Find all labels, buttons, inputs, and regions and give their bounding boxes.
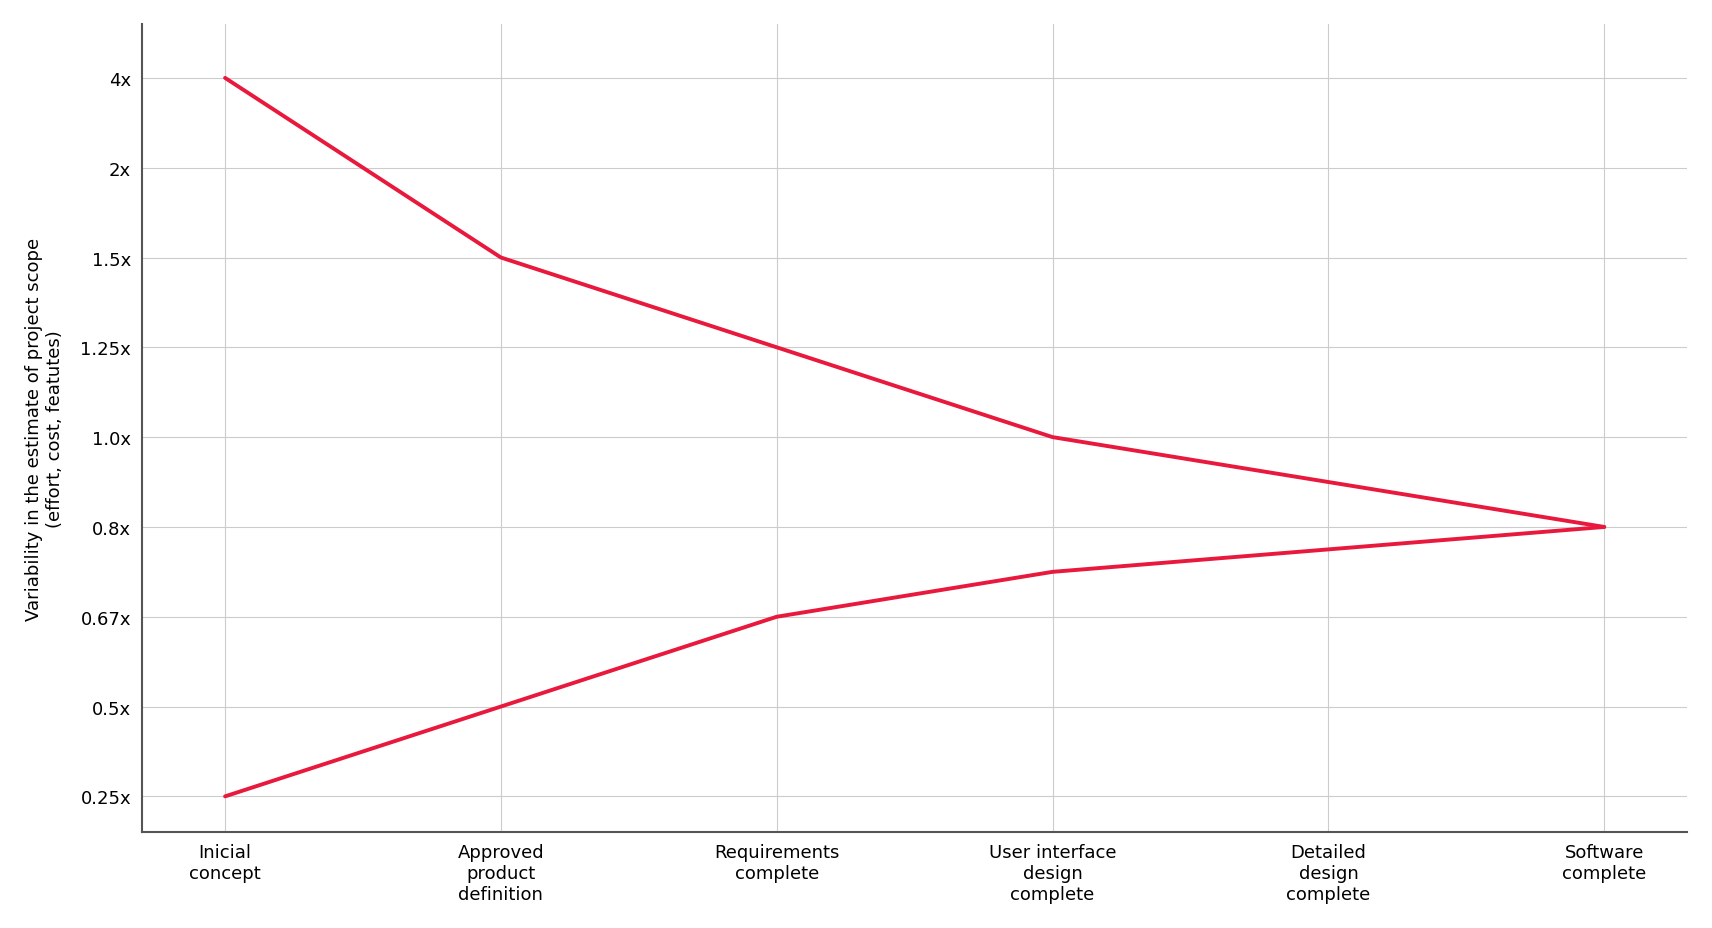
Y-axis label: Variability in the estimate of project scope
(effort, cost, featutes): Variability in the estimate of project s… — [26, 238, 63, 620]
